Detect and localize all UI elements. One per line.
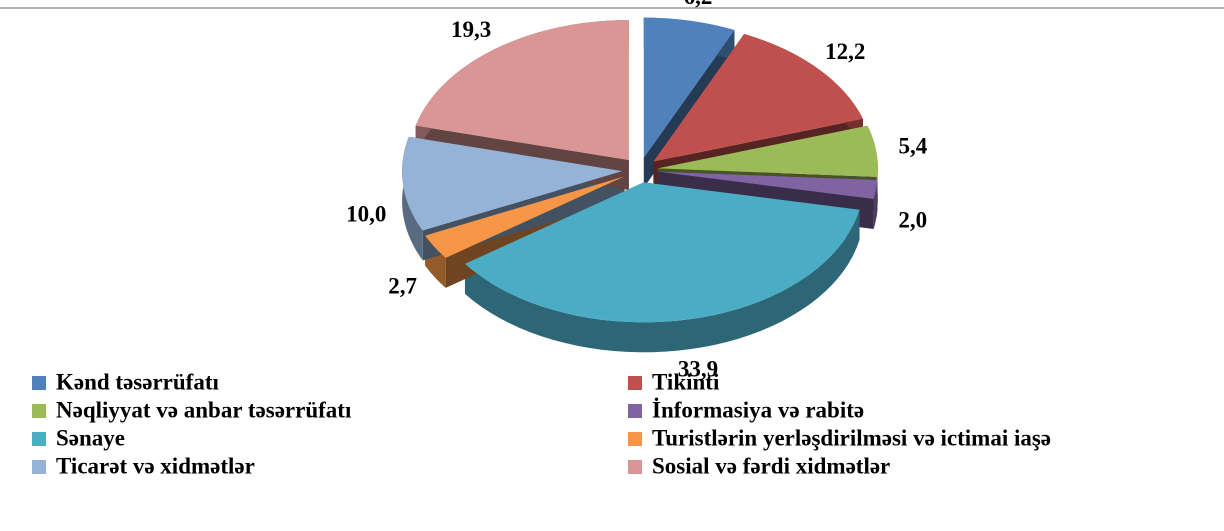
slice-side [873,180,878,230]
slice-top [657,171,878,200]
slice-top [402,136,623,231]
data-label: 33,9 [678,356,718,381]
legend-label: Sosial və fərdi xidmətlər [652,453,890,478]
slice-side [464,209,860,353]
data-label: 12,2 [825,39,865,64]
slice-top [464,182,860,323]
legend-swatch [32,376,46,390]
legend-swatch [32,460,46,474]
data-label: 6,2 [684,0,713,9]
slice-top [643,17,735,158]
slice-top [657,125,878,177]
legend-swatch [32,432,46,446]
data-label: 10,0 [346,202,386,227]
legend-label: Nəqliyyat və anbar təsərrüfatı [56,397,352,422]
slice-top [415,20,629,161]
legend-swatch [628,404,642,418]
legend-label: Kənd təsərrüfatı [56,369,219,394]
legend-swatch [32,404,46,418]
slice-top [425,176,625,258]
legend-swatch [628,432,642,446]
legend-swatch [628,460,642,474]
legend-label: Ticarət və xidmətlər [56,453,255,478]
legend-label: İnformasiya və rabitə [652,397,864,422]
pie-tops [402,17,878,323]
legend-label: Sənaye [56,425,125,450]
data-label: 19,3 [451,17,491,42]
slice-top [653,34,863,162]
data-label: 2,7 [388,274,417,299]
data-label: 5,4 [898,133,927,158]
legend-swatch [628,376,642,390]
legend-label: Tikinti [652,369,720,394]
legend-label: Turistlərin yerləşdirilməsi və ictimai i… [652,425,1051,450]
data-label: 2,0 [898,208,927,233]
